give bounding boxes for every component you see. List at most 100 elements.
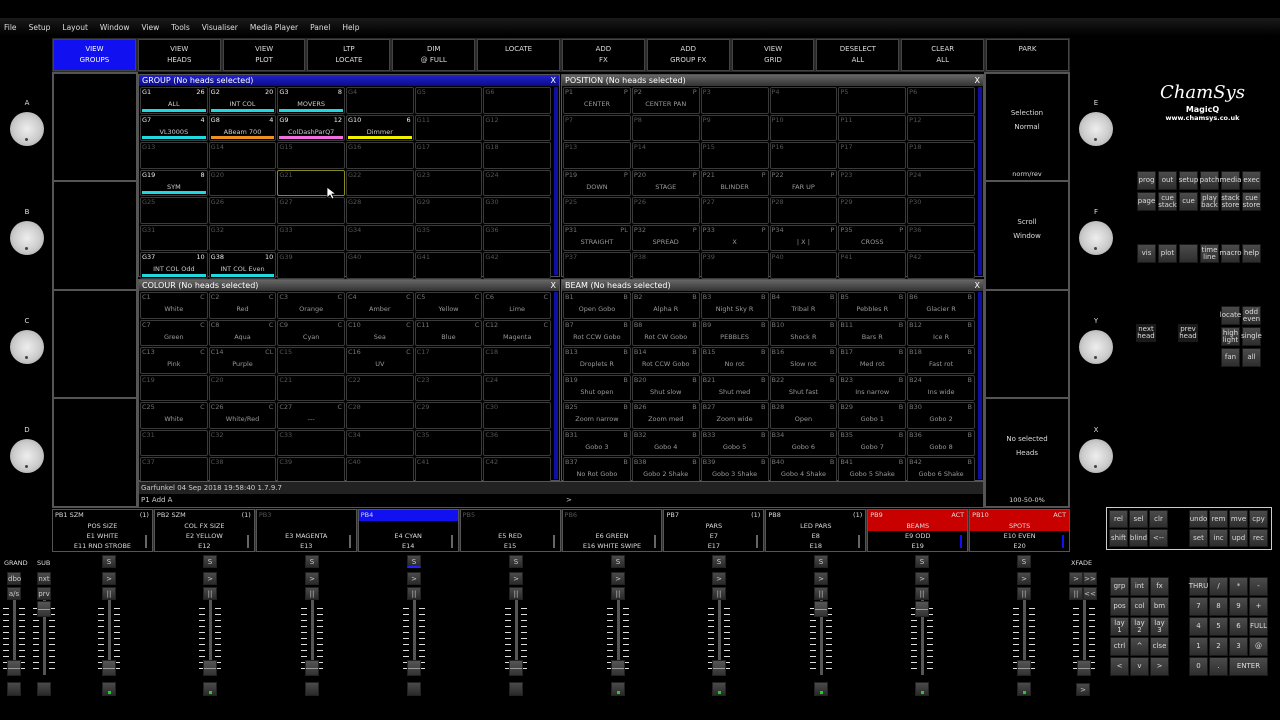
position-cell-p18[interactable]: P18 bbox=[907, 142, 975, 169]
group-cell-g31[interactable]: G31 bbox=[140, 224, 208, 251]
position-cell-p12[interactable]: P12 bbox=[907, 114, 975, 141]
position-cell-p30[interactable]: P30 bbox=[907, 197, 975, 224]
beam-cell-b11[interactable]: B11 B Bars R bbox=[838, 319, 907, 346]
key-8-button[interactable]: 8 bbox=[1209, 597, 1228, 616]
playback-2-fader-flash-button[interactable] bbox=[203, 682, 217, 696]
sub-master-fader-handle[interactable] bbox=[37, 601, 51, 617]
soft-button-dim-full[interactable]: DIM @ FULL bbox=[392, 39, 476, 71]
key---button[interactable]: + bbox=[1249, 597, 1268, 616]
scrollbar[interactable] bbox=[978, 292, 982, 479]
group-cell-g7[interactable]: G7 4 VL3000S bbox=[140, 114, 208, 141]
key-blank-button[interactable] bbox=[1179, 244, 1198, 263]
a-s-button[interactable]: a/s bbox=[7, 587, 21, 600]
colour-cell-c6[interactable]: C6 C Lime bbox=[483, 292, 551, 319]
group-cell-g42[interactable]: G42 bbox=[483, 252, 551, 279]
beam-cell-b35[interactable]: B35 B Gobo 7 bbox=[838, 429, 907, 456]
playback-9[interactable]: PB9 ACT BEAMS E9 ODD E19 bbox=[867, 509, 969, 552]
position-cell-p26[interactable]: P26 bbox=[631, 197, 700, 224]
playback-2-select-button[interactable]: S bbox=[203, 555, 217, 568]
encoder-knob-d-icon[interactable] bbox=[10, 439, 44, 473]
menu-media-player[interactable]: Media Player bbox=[249, 22, 299, 32]
position-cell-p36[interactable]: P36 bbox=[907, 224, 975, 251]
close-icon[interactable]: X bbox=[550, 281, 556, 290]
key-blind-button[interactable]: blind bbox=[1129, 529, 1148, 547]
playback-9-select-button[interactable]: S bbox=[915, 555, 929, 568]
key---button[interactable]: * bbox=[1229, 577, 1248, 596]
position-cell-p8[interactable]: P8 bbox=[631, 114, 700, 141]
key-bm-button[interactable]: bm bbox=[1150, 597, 1169, 616]
colour-cell-c38[interactable]: C38 bbox=[208, 457, 277, 484]
colour-cell-c29[interactable]: C29 bbox=[414, 402, 483, 429]
playback-3[interactable]: PB3 E3 MAGENTA E13 bbox=[255, 509, 357, 552]
key-patch-button[interactable]: patch bbox=[1200, 171, 1219, 190]
position-cell-p3[interactable]: P3 bbox=[700, 87, 769, 114]
playback-4-pause-button[interactable]: || bbox=[407, 587, 421, 600]
position-cell-p7[interactable]: P7 bbox=[563, 114, 631, 141]
position-cell-p23[interactable]: P23 bbox=[838, 169, 907, 196]
position-cell-p39[interactable]: P39 bbox=[700, 252, 769, 279]
key-mve-button[interactable]: mve bbox=[1229, 510, 1248, 528]
scrollbar[interactable] bbox=[554, 292, 558, 479]
colour-cell-c27[interactable]: C27 C --- bbox=[277, 402, 345, 429]
encoder-function-2[interactable] bbox=[986, 291, 1068, 397]
key-single-button[interactable]: single bbox=[1241, 327, 1262, 346]
position-cell-p28[interactable]: P28 bbox=[769, 197, 838, 224]
position-cell-p33[interactable]: P33 P X bbox=[700, 224, 769, 251]
playback-2[interactable]: PB2 SZM (1) COL FX SIZE E2 YELLOW E12 bbox=[153, 509, 255, 552]
beam-cell-b18[interactable]: B18 B Fast rot bbox=[907, 347, 975, 374]
playback-5-go-button[interactable]: > bbox=[509, 572, 523, 585]
key-all-button[interactable]: all bbox=[1242, 348, 1261, 367]
group-cell-g16[interactable]: G16 bbox=[345, 142, 414, 169]
playback-4-fader-flash-button[interactable] bbox=[407, 682, 421, 696]
key-page-button[interactable]: page bbox=[1137, 192, 1156, 211]
encoder-knob-y-icon[interactable] bbox=[1079, 330, 1113, 364]
playback-1-fader-flash-button[interactable] bbox=[102, 682, 116, 696]
playback-8-fader-handle[interactable] bbox=[814, 601, 828, 617]
key-exec-button[interactable]: exec bbox=[1242, 171, 1261, 190]
group-cell-g24[interactable]: G24 bbox=[483, 169, 551, 196]
key-int-button[interactable]: int bbox=[1130, 577, 1149, 596]
position-cell-p27[interactable]: P27 bbox=[700, 197, 769, 224]
playback-1-fader-handle[interactable] bbox=[102, 660, 116, 676]
beam-cell-b2[interactable]: B2 B Alpha R bbox=[631, 292, 700, 319]
playback-6-pause-button[interactable]: || bbox=[611, 587, 625, 600]
close-icon[interactable]: X bbox=[974, 76, 980, 85]
playback-5-fader-handle[interactable] bbox=[509, 660, 523, 676]
key-7-button[interactable]: 7 bbox=[1189, 597, 1208, 616]
key-prev-head-button[interactable]: prev head bbox=[1178, 324, 1198, 342]
group-cell-g9[interactable]: G9 12 ColDashParQ7 bbox=[277, 114, 345, 141]
key-lay-1-button[interactable]: lay 1 bbox=[1110, 617, 1129, 636]
group-cell-g17[interactable]: G17 bbox=[414, 142, 483, 169]
key-4-button[interactable]: 4 bbox=[1189, 617, 1208, 636]
key-lay-3-button[interactable]: lay 3 bbox=[1150, 617, 1169, 636]
key-lay-2-button[interactable]: lay 2 bbox=[1130, 617, 1149, 636]
playback-9-pause-button[interactable]: || bbox=[915, 587, 929, 600]
encoder-function-3[interactable]: No selected Heads 100-50-0% bbox=[986, 400, 1068, 506]
group-cell-g1[interactable]: G1 26 ALL bbox=[140, 87, 208, 114]
key-help-button[interactable]: help bbox=[1242, 244, 1261, 263]
position-cell-p9[interactable]: P9 bbox=[700, 114, 769, 141]
playback-4-select-button[interactable]: S bbox=[407, 555, 421, 568]
key-rel-button[interactable]: rel bbox=[1109, 510, 1128, 528]
key-time-line-button[interactable]: time line bbox=[1200, 244, 1219, 263]
key-pos-button[interactable]: pos bbox=[1110, 597, 1129, 616]
beam-cell-b7[interactable]: B7 B Rot CCW Gobo bbox=[563, 319, 631, 346]
key---button[interactable]: . bbox=[1209, 657, 1228, 676]
playback-3-fader-handle[interactable] bbox=[305, 660, 319, 676]
group-cell-g27[interactable]: G27 bbox=[277, 197, 345, 224]
group-cell-g33[interactable]: G33 bbox=[277, 224, 345, 251]
key-plot-button[interactable]: plot bbox=[1158, 244, 1177, 263]
playback-1-go-button[interactable]: > bbox=[102, 572, 116, 585]
group-cell-g22[interactable]: G22 bbox=[345, 169, 414, 196]
colour-cell-c40[interactable]: C40 bbox=[345, 457, 414, 484]
key-upd-button[interactable]: upd bbox=[1229, 529, 1248, 547]
colour-cell-c31[interactable]: C31 bbox=[140, 429, 208, 456]
menu-panel[interactable]: Panel bbox=[310, 22, 331, 32]
colour-cell-c1[interactable]: C1 C White bbox=[140, 292, 208, 319]
key-play-back-button[interactable]: play back bbox=[1200, 192, 1219, 211]
xfade-button-0[interactable]: > bbox=[1069, 572, 1083, 585]
playback-6-go-button[interactable]: > bbox=[611, 572, 625, 585]
playback-8[interactable]: PB8 (1) LED PARS E8 E18 bbox=[765, 509, 867, 552]
beam-cell-b24[interactable]: B24 B Ins wide bbox=[907, 374, 975, 401]
playback-3-go-button[interactable]: > bbox=[305, 572, 319, 585]
